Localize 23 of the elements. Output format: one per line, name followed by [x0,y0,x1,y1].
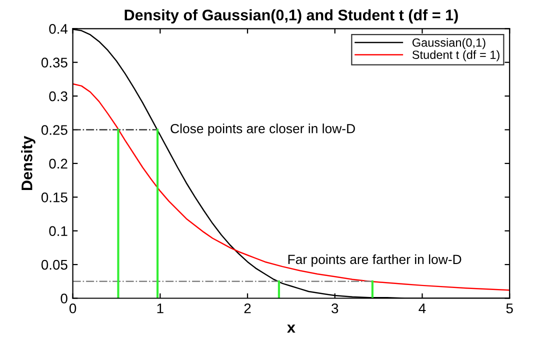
y-tick-label: 0.25 [41,125,68,135]
x-tick-label: 3 [332,303,338,314]
y-axis-title: Density [21,136,36,190]
y-tick-label: 0.3 [49,91,68,102]
x-tick-label: 2 [244,303,251,314]
x-tick-label: 1 [157,304,164,314]
x-tick-label: 5 [506,304,513,314]
y-tick-label: 0.35 [41,58,68,68]
x-tick-label: 0 [69,303,76,314]
y-tick-label: 0.4 [49,24,68,34]
annotation: Far points are farther in low-D [288,254,462,267]
y-tick-label: 0.15 [41,192,68,202]
x-tick-label: 4 [418,304,426,314]
y-tick-label: 0.1 [49,226,68,236]
y-tick-label: 0 [60,294,68,304]
y-tick-label: 0.2 [49,158,68,169]
line-series [72,83,510,291]
annotation: Close points are closer in low-D [170,124,355,136]
legend-label: Gaussian(0,1) [412,38,486,50]
x-axis-title: x [287,324,296,333]
legend-label: Student t (df = 1) [412,50,500,62]
y-tick-label: 0.05 [41,260,68,270]
chart-title: Density of Gaussian(0,1) and Student t (df = 1) [124,9,458,24]
